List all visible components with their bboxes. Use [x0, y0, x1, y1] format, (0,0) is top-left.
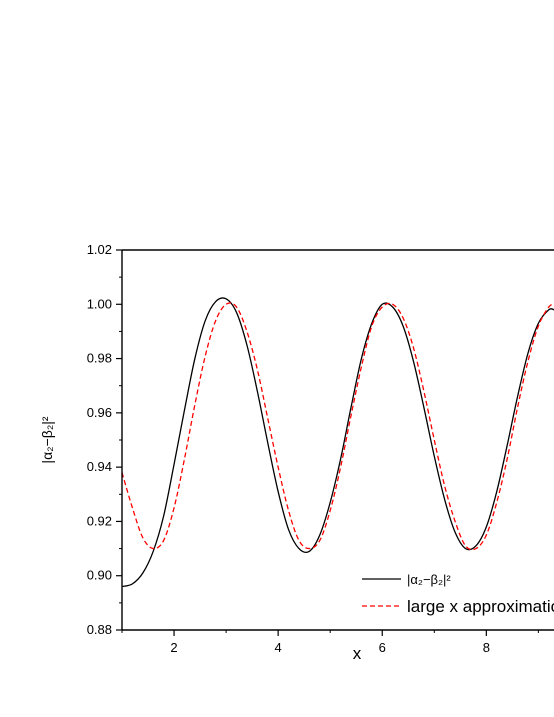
y-tick-label: 0.98 — [87, 351, 112, 366]
series-line-2 — [122, 302, 554, 551]
y-tick-label: 1.02 — [87, 242, 112, 257]
y-tick-label: 0.88 — [87, 622, 112, 637]
series-line-1 — [122, 297, 554, 588]
x-tick-label: 8 — [483, 640, 490, 655]
legend-label-series-1: |α₂−β₂|² — [407, 572, 451, 587]
x-tick-label: 2 — [170, 640, 177, 655]
x-tick-label: 6 — [379, 640, 386, 655]
x-axis-label: x — [353, 644, 362, 663]
y-tick-label: 1.00 — [87, 296, 112, 311]
axes: 0.88 0.90 0.92 0.94 0.96 0.98 1.00 1.02 2 4 6 8 — [87, 242, 554, 655]
y-axis-label: |α₂−β₂|² — [39, 416, 55, 463]
y-tick-label: 0.96 — [87, 405, 112, 420]
y-tick-label: 0.94 — [87, 459, 112, 474]
y-tick-label: 0.90 — [87, 568, 112, 583]
y-tick-label: 0.92 — [87, 513, 112, 528]
x-tick-label: 4 — [275, 640, 282, 655]
series-layer — [122, 297, 554, 588]
legend-label-series-2: large x approximation — [407, 597, 554, 616]
legend: |α₂−β₂|² large x approximation — [362, 572, 554, 616]
